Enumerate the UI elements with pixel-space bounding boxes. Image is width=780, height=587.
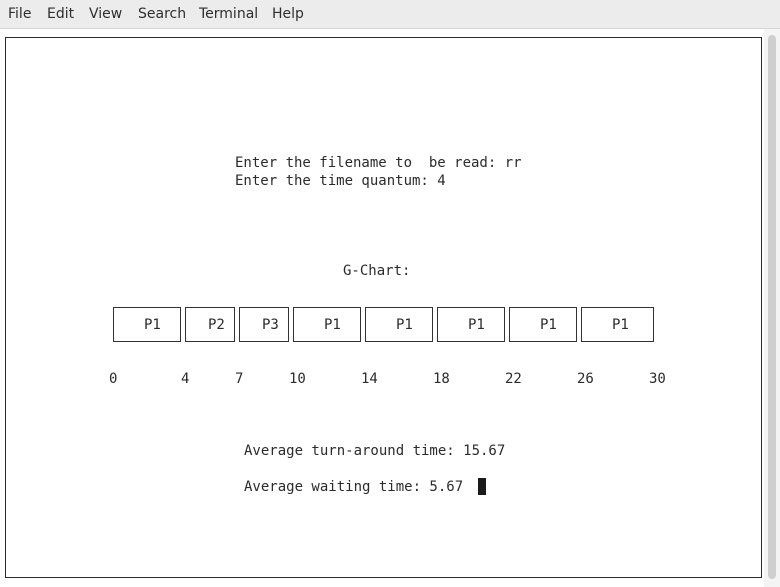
gantt-time-tick: 26 (577, 371, 594, 387)
menu-view[interactable]: View (89, 6, 123, 22)
avg-turnaround-text: Average turn-around time: 15.67 (244, 443, 506, 459)
gantt-process-label: P1 (324, 317, 341, 333)
menu-search[interactable]: Search (138, 6, 187, 22)
terminal-cursor (478, 478, 486, 495)
gantt-block (239, 307, 289, 342)
gantt-time-tick: 18 (433, 371, 450, 387)
output-frame (5, 37, 762, 578)
gantt-block (365, 307, 433, 342)
quantum-prompt: Enter the time quantum: 4 (235, 173, 446, 189)
gantt-time-tick: 14 (361, 371, 378, 387)
terminal-area[interactable]: Enter the filename to be read: rr Enter … (0, 29, 780, 587)
vertical-scrollbar[interactable] (764, 29, 780, 587)
filename-prompt: Enter the filename to be read: rr (235, 155, 522, 171)
gantt-process-label: P1 (468, 317, 485, 333)
scrollbar-thumb[interactable] (768, 35, 776, 579)
gantt-process-label: P2 (208, 317, 225, 333)
gantt-process-label: P1 (540, 317, 557, 333)
gantt-block (437, 307, 505, 342)
gantt-process-label: P1 (612, 317, 629, 333)
gantt-time-tick: 7 (235, 371, 244, 387)
gantt-time-tick: 10 (289, 371, 306, 387)
menu-file[interactable]: File (8, 6, 32, 22)
gantt-block (113, 307, 181, 342)
avg-waiting-text: Average waiting time: 5.67 (244, 479, 464, 495)
menu-terminal[interactable]: Terminal (199, 6, 259, 22)
gantt-title: G-Chart: (343, 263, 411, 279)
gantt-block (509, 307, 577, 342)
menu-bar: File Edit View Search Terminal Help (0, 0, 780, 29)
menu-edit[interactable]: Edit (47, 6, 75, 22)
gantt-process-label: P1 (396, 317, 413, 333)
gantt-process-label: P1 (144, 317, 161, 333)
gantt-time-tick: 4 (181, 371, 190, 387)
gantt-block (185, 307, 235, 342)
menu-help[interactable]: Help (272, 6, 304, 22)
gantt-process-label: P3 (262, 317, 279, 333)
gantt-time-tick: 22 (505, 371, 522, 387)
gantt-time-tick: 0 (109, 371, 118, 387)
gantt-block (293, 307, 361, 342)
gantt-time-tick: 30 (649, 371, 666, 387)
gantt-block (581, 307, 654, 342)
